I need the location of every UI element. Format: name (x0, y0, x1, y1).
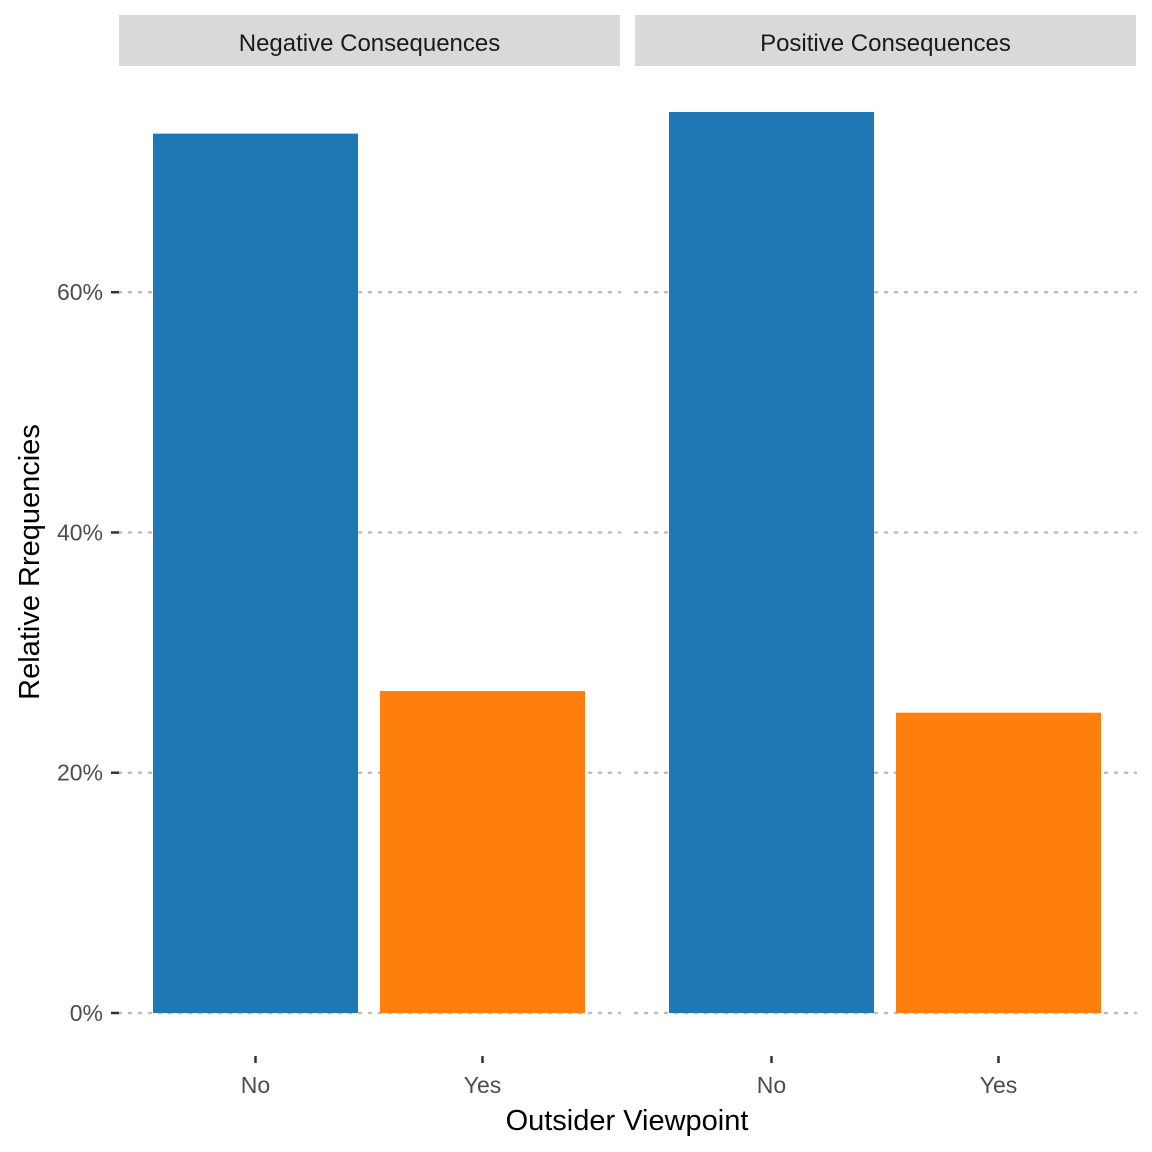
x-tick-label: Yes (980, 1072, 1018, 1098)
panel-title: Negative Consequences (239, 30, 501, 57)
y-axis: 0% 20% 40% 60% (57, 279, 119, 1026)
bar-yes (896, 712, 1101, 1013)
panel-title: Positive Consequences (760, 30, 1011, 57)
y-tick-label: 20% (57, 760, 103, 786)
bar-no (153, 133, 358, 1013)
panel-1: Negative Consequences No Yes (117, 15, 622, 1098)
bar-yes (380, 691, 585, 1013)
bar-no (669, 112, 874, 1013)
y-tick-label: 60% (57, 279, 103, 305)
y-tick-label: 0% (70, 1000, 103, 1026)
x-tick-label: No (757, 1072, 786, 1098)
x-tick-label: No (241, 1072, 270, 1098)
panel-2: Positive Consequences No Yes (633, 15, 1138, 1098)
x-tick-label: Yes (464, 1072, 502, 1098)
y-tick-label: 40% (57, 519, 103, 545)
x-axis-title: Outsider Viewpoint (506, 1105, 749, 1137)
panel-strip (635, 15, 1136, 66)
y-axis-title: Relative Rrequencies (14, 424, 46, 700)
panel-strip (119, 15, 620, 66)
